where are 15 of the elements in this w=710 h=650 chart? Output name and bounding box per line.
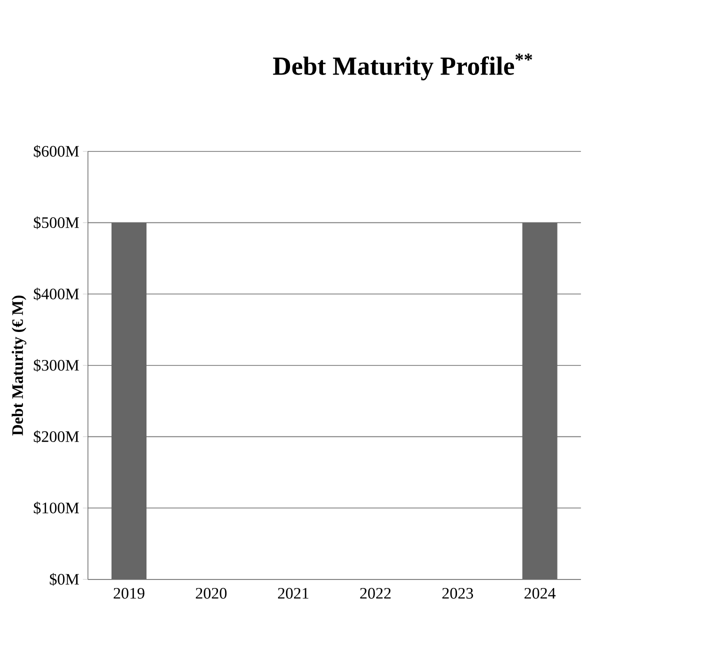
x-tick-label: 2019 (114, 588, 144, 599)
x-tick-label: 2024 (524, 588, 556, 599)
y-tick-label: $300M (34, 358, 79, 372)
y-tick-label: $400M (34, 288, 79, 300)
chart-title: Debt Maturity Profile$^{**}$ (273, 54, 532, 80)
y-tick-label: $600M (34, 144, 79, 158)
x-tick-label: 2022 (360, 588, 391, 599)
y-tick-label: $500M (34, 216, 79, 230)
y-axis-title: Debt Maturity (€ M) (12, 296, 26, 436)
x-tick-label: 2020 (196, 588, 227, 599)
y-tick-label: $100M (34, 502, 79, 514)
y-tick-label: $0M (50, 572, 79, 586)
x-tick-label: 2021 (278, 588, 308, 599)
y-tick-label: $200M (34, 430, 79, 444)
x-tick-label: 2023 (442, 588, 474, 599)
